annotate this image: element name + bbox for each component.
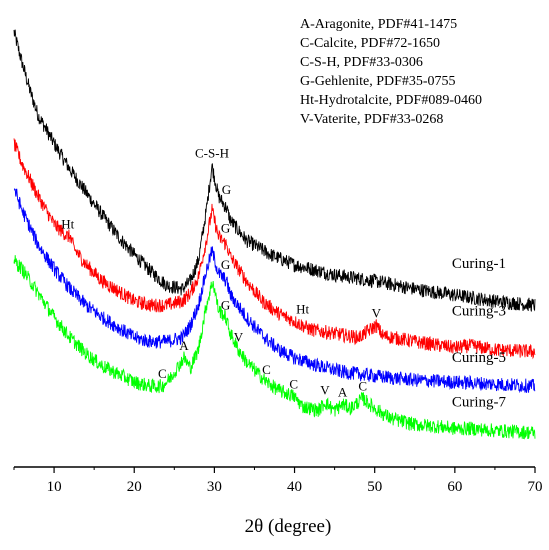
- x-tick-label-10: 10: [47, 479, 62, 495]
- curve-label-layer: Curing-1 Curing-3 Curing-5 Curing-7: [452, 256, 507, 411]
- x-tick-label-20: 20: [127, 479, 142, 495]
- peak-label-curing-7-4: C: [262, 362, 271, 377]
- x-tick-label-60: 60: [447, 479, 462, 495]
- legend-entry-1: C-Calcite, PDF#72-1650: [300, 36, 440, 51]
- peak-label-curing-7-6: V: [320, 382, 330, 397]
- curve-label-curing-7: Curing-7: [452, 394, 507, 410]
- legend-entry-3: G-Gehlenite, PDF#35-0755: [300, 74, 456, 89]
- x-tick-label-40: 40: [287, 479, 302, 495]
- peak-label-curing-7-5: C: [289, 376, 298, 391]
- peak-label-curing-7-0: C: [158, 366, 167, 381]
- peak-label-curing-7-7: A: [338, 384, 348, 399]
- peak-label-curing-3-0: Ht: [61, 217, 74, 232]
- legend-entry-2: C-S-H, PDF#33-0306: [300, 55, 423, 70]
- curve-label-curing-5: Curing-5: [452, 350, 506, 366]
- peak-label-curing-7-1: A: [179, 338, 189, 353]
- series-line-curing-7: [13, 255, 536, 440]
- peak-label-curing-7-8: C: [358, 378, 367, 393]
- x-tick-label-70: 70: [528, 479, 543, 495]
- legend-entry-0: A-Aragonite, PDF#41-1475: [300, 17, 457, 32]
- legend-entry-5: V-Vaterite, PDF#33-0268: [300, 112, 443, 127]
- peak-label-curing-3-3: V: [372, 306, 382, 321]
- curve-label-curing-1: Curing-1: [452, 256, 506, 272]
- peak-label-curing-3-1: G: [221, 221, 230, 236]
- series-layer: [13, 29, 536, 440]
- series-line-curing-3: [13, 138, 536, 360]
- x-tick-label-30: 30: [207, 479, 222, 495]
- legend-entry-4: Ht-Hydrotalcite, PDF#089-0460: [300, 93, 482, 108]
- x-axis-title: 2θ (degree): [245, 516, 332, 537]
- x-axis: 10 20 30 40 50 60 70: [13, 466, 543, 495]
- peak-label-curing-1-0: C-S-H: [195, 146, 229, 161]
- peak-label-curing-5-0: G: [221, 257, 230, 272]
- series-line-curing-1: [13, 29, 536, 312]
- peak-label-curing-7-3: V: [234, 330, 244, 345]
- peak-label-curing-1-1: G: [222, 182, 231, 197]
- peak-label-curing-3-2: Ht: [296, 301, 309, 316]
- x-tick-label-50: 50: [367, 479, 382, 495]
- legend: A-Aragonite, PDF#41-1475 C-Calcite, PDF#7…: [300, 17, 482, 127]
- series-line-curing-5: [13, 188, 536, 394]
- peak-label-curing-7-2: G: [221, 297, 230, 312]
- curve-label-curing-3: Curing-3: [452, 303, 506, 319]
